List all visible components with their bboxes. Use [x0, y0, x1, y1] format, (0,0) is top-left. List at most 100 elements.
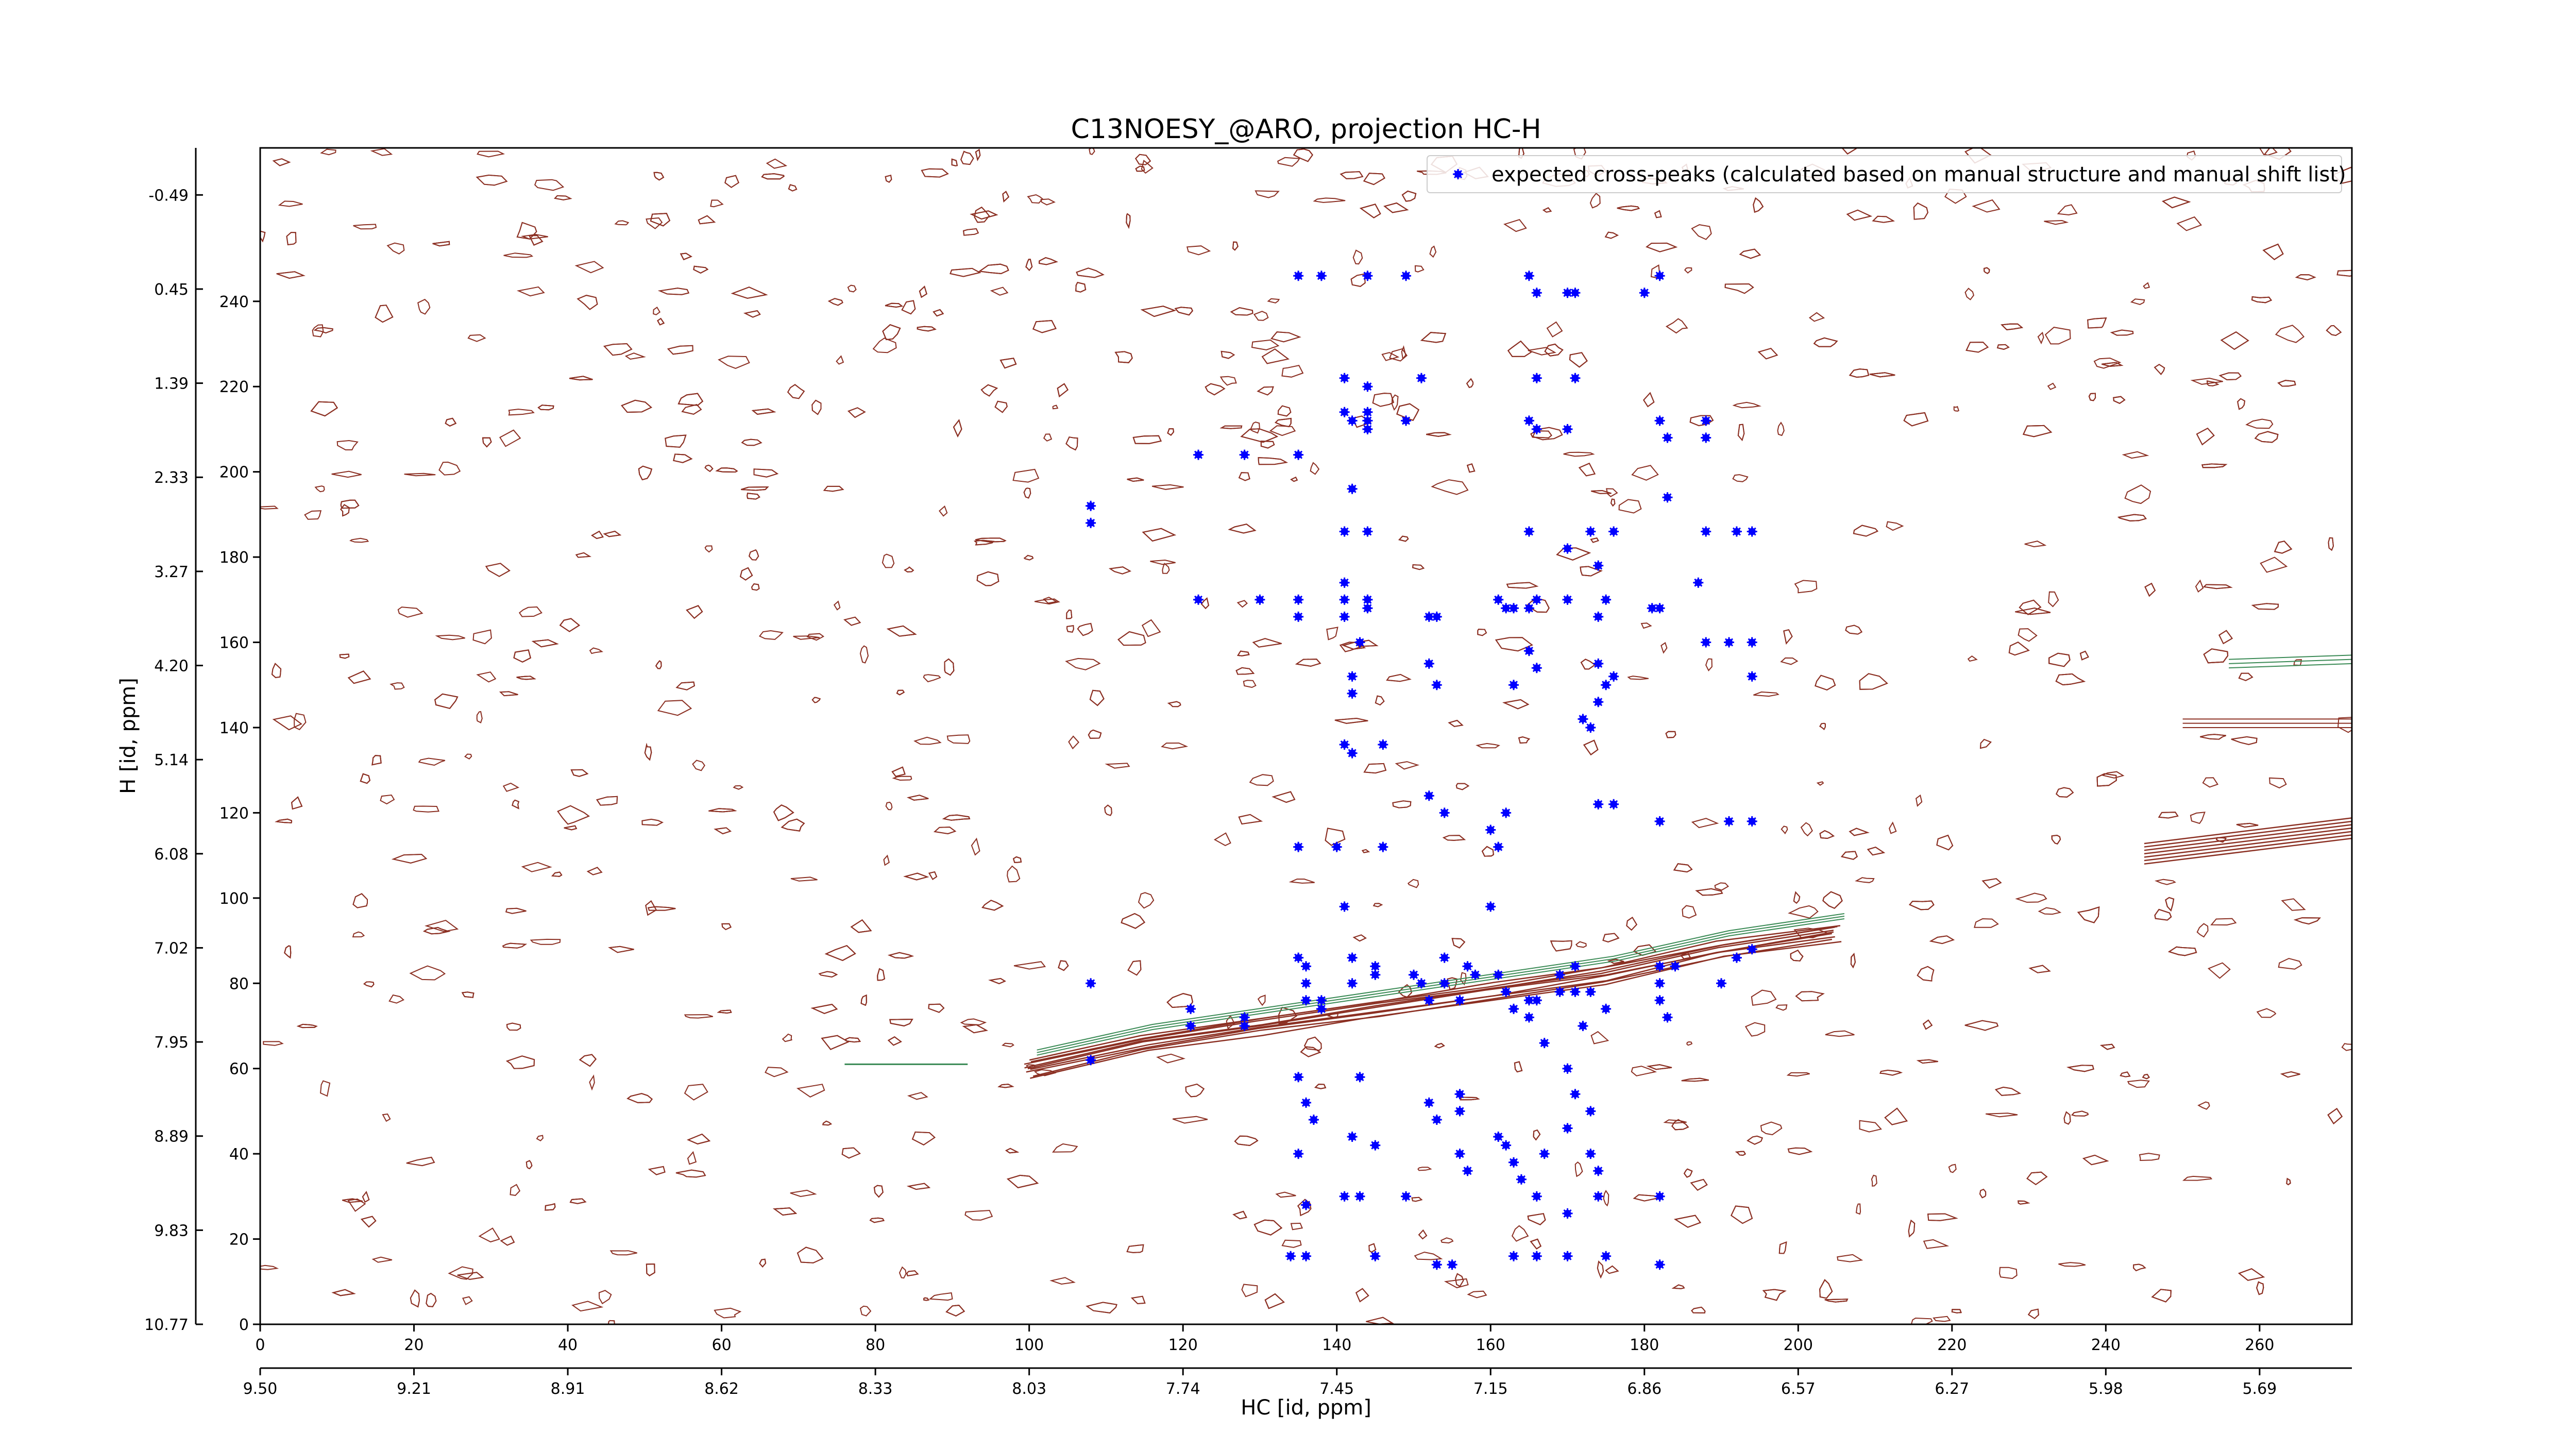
noise-contour: [960, 1018, 987, 1025]
noise-contour: [2066, 1065, 2094, 1072]
noise-contour: [1753, 197, 1764, 213]
cross-peak-marker: [1293, 841, 1304, 852]
noise-contour: [1822, 891, 1843, 909]
noise-contour: [1605, 1265, 1619, 1274]
ridge-contour: [1026, 936, 1835, 1073]
noise-contour: [2077, 906, 2100, 923]
noise-contour: [718, 356, 750, 369]
noise-contour: [478, 1227, 500, 1243]
cross-peak-marker: [1531, 594, 1542, 605]
noise-contour: [1674, 1215, 1701, 1228]
noise-contour: [375, 305, 394, 323]
cross-peak-marker: [1585, 526, 1596, 537]
noise-contour: [896, 689, 905, 696]
cross-peak-marker: [1331, 841, 1342, 852]
noise-contour: [646, 1263, 655, 1276]
cross-peak-marker: [1493, 594, 1504, 605]
noise-contour: [928, 871, 938, 880]
noise-contour: [557, 805, 590, 825]
noise-contour: [1665, 731, 1676, 738]
noise-contour: [939, 505, 948, 517]
noise-contour: [1646, 1064, 1672, 1070]
x-tick-label: 40: [558, 1336, 578, 1354]
noise-contour: [1368, 1243, 1377, 1253]
noise-contour: [1219, 376, 1237, 386]
noise-contour: [1236, 600, 1248, 608]
noise-contour: [294, 713, 307, 731]
noise-contour: [645, 900, 657, 916]
noise-contour: [650, 213, 671, 227]
noise-contour: [1150, 559, 1176, 565]
noise-contour: [2286, 1177, 2291, 1186]
noise-contour: [1043, 596, 1058, 604]
cross-peak-marker: [1593, 697, 1604, 707]
noise-contour: [2018, 628, 2038, 642]
noise-contour: [907, 795, 929, 801]
noise-contour: [1077, 622, 1093, 636]
noise-contour: [534, 179, 565, 191]
noise-contour: [1114, 351, 1133, 363]
cross-peak-marker: [1662, 1012, 1673, 1023]
noise-contour: [362, 1191, 370, 1203]
noise-contour: [410, 1289, 420, 1308]
noise-contour: [1819, 722, 1826, 730]
noise-contour: [2139, 1153, 2160, 1161]
cross-peak-marker: [1439, 978, 1450, 989]
noise-contour: [423, 926, 451, 935]
cross-peak-marker: [1509, 1251, 1519, 1261]
cross-peak-marker: [1423, 611, 1434, 622]
cross-peak-marker: [1301, 1251, 1311, 1261]
noise-contour: [2254, 431, 2279, 443]
noise-contour: [928, 1003, 945, 1013]
noise-contour: [1455, 1273, 1464, 1287]
noise-contour: [1414, 265, 1425, 273]
noise-contour: [1121, 913, 1145, 929]
y-tick-label: 80: [229, 975, 249, 993]
noise-contour: [1819, 1279, 1833, 1299]
noise-contour: [2001, 323, 2024, 330]
cross-peak-marker: [1293, 952, 1304, 963]
noise-contour: [919, 285, 927, 298]
noise-contour: [2203, 648, 2229, 664]
cross-peak-marker: [1347, 1132, 1358, 1142]
noise-contour: [1174, 307, 1193, 316]
noise-contour: [1219, 425, 1243, 429]
cross-peak-marker: [1316, 271, 1327, 281]
noise-contour: [512, 799, 520, 810]
noise-contour: [2280, 1071, 2300, 1078]
noise-contour: [1671, 1119, 1689, 1131]
noise-contour: [859, 1305, 872, 1317]
noise-contour: [1855, 1203, 1861, 1215]
cross-peak-marker: [1570, 373, 1581, 383]
x-tick-label: 140: [1322, 1336, 1351, 1354]
noise-contour: [886, 625, 917, 637]
cross-peak-marker: [1370, 1251, 1381, 1261]
cross-peak-marker: [1362, 381, 1373, 392]
noise-contour: [609, 1250, 637, 1256]
noise-contour: [648, 1166, 666, 1175]
ridge-contour: [1032, 938, 1833, 1077]
x-tick-label: 220: [1937, 1336, 1967, 1354]
noise-contour: [850, 919, 872, 933]
noise-contour: [284, 945, 292, 959]
noise-contour: [1240, 428, 1279, 443]
noise-contour: [845, 1037, 861, 1043]
y-tick-label: 160: [219, 634, 249, 652]
cross-peak-marker: [1423, 1097, 1434, 1108]
noise-contour: [1859, 673, 1888, 690]
cross-peak-marker: [1308, 1115, 1319, 1125]
cross-peak-marker: [1193, 594, 1204, 605]
y-ppm-tick-label: -0.49: [148, 187, 189, 205]
noise-contour: [953, 419, 962, 437]
noise-contour: [1386, 673, 1412, 682]
cross-peak-marker: [1285, 1251, 1296, 1261]
noise-contour: [2336, 269, 2352, 277]
cross-peak-marker: [1301, 995, 1311, 1006]
noise-contour: [360, 773, 371, 784]
noise-contour: [1747, 1135, 1764, 1145]
noise-contour: [753, 468, 779, 478]
noise-contour: [1002, 191, 1010, 203]
cross-peak-marker: [1501, 986, 1512, 997]
noise-contour: [1994, 1086, 2022, 1096]
x-ppm-tick-label: 7.15: [1473, 1380, 1508, 1398]
